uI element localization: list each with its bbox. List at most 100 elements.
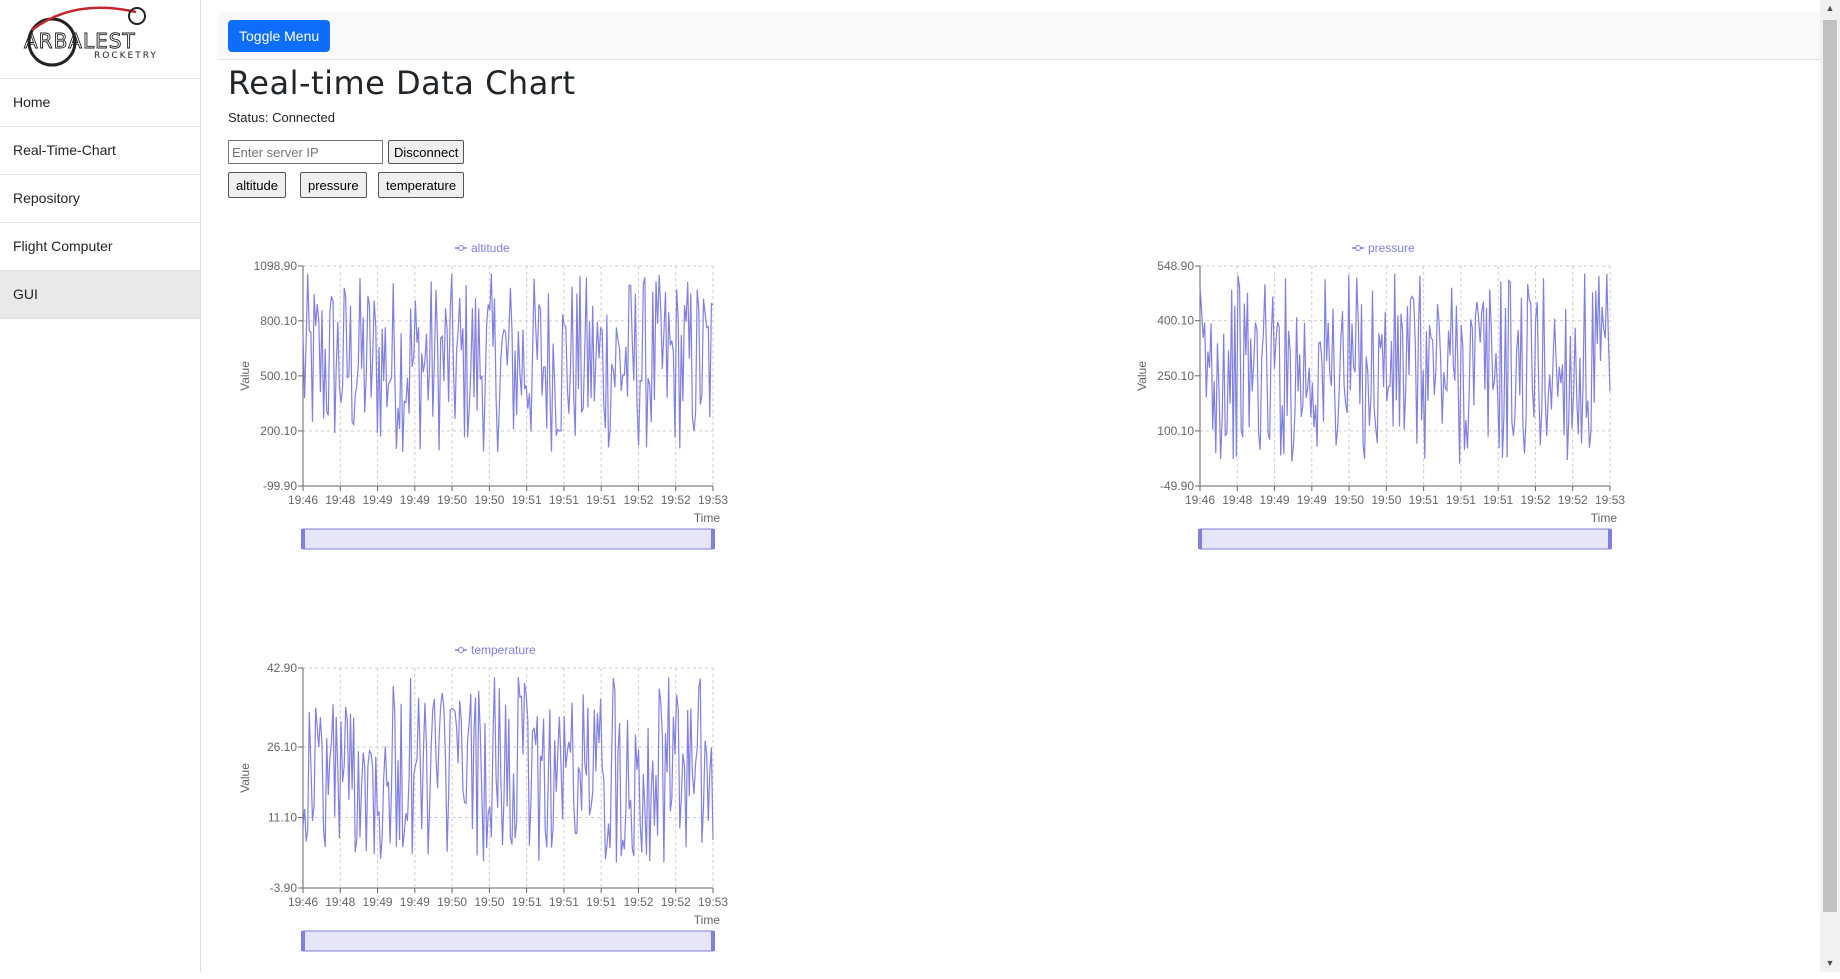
x-axis-label: Time [694,913,721,927]
brush-handle-left[interactable] [301,529,305,549]
x-tick-label: 19:51 [512,493,542,507]
brush-handle-left[interactable] [301,931,305,951]
x-tick-label: 19:50 [437,895,467,909]
y-axis-label: Value [238,763,252,793]
altitude-toggle-button[interactable]: altitude [228,172,286,198]
altitude-chart: altitude 1098.90 800.10 500.10 200.10 -99.90 1… [228,232,748,577]
top-navbar: Toggle Menu [218,12,1820,60]
x-tick-label: 19:52 [1558,493,1588,507]
x-tick-label: 19:52 [661,493,691,507]
x-tick-label: 19:52 [661,895,691,909]
svg-text:ARBALEST: ARBALEST [24,29,136,53]
x-tick-label: 19:48 [325,895,355,909]
x-tick-label: 19:49 [400,895,430,909]
altitude-chart-svg: altitude1098.90800.10500.10200.10-99.901… [238,241,728,550]
page-scrollbar[interactable]: ▲ ▼ [1820,0,1840,972]
brush-handle-right[interactable] [1608,529,1612,549]
pressure-legend[interactable]: pressure [1352,241,1415,255]
y-tick-label: -49.90 [1160,479,1194,493]
sidebar-item-label: Real-Time-Chart [13,142,116,158]
temperature-zoom-brush[interactable] [301,930,715,952]
x-tick-label: 19:52 [1520,493,1550,507]
brush-handle-right[interactable] [711,529,715,549]
y-axis-label: Value [1135,361,1149,391]
server-ip-input[interactable] [228,140,383,164]
y-tick-label: 548.90 [1157,259,1194,273]
x-tick-label: 19:51 [586,895,616,909]
x-tick-label: 19:51 [1483,493,1513,507]
y-tick-label: 26.10 [267,740,297,754]
scroll-thumb[interactable] [1823,20,1837,912]
y-axis-label: Value [238,361,252,391]
legend-marker [458,647,464,653]
sidebar-item-real-time-chart[interactable]: Real-Time-Chart [0,127,200,175]
x-tick-label: 19:51 [586,493,616,507]
sidebar-item-repository[interactable]: Repository [0,175,200,223]
brush-range[interactable] [1199,528,1611,550]
y-tick-label: 1098.90 [254,259,298,273]
y-tick-label: 100.10 [1157,424,1194,438]
logo-icon: ARBALEST ROCKETRY [24,6,158,67]
scroll-down-icon[interactable]: ▼ [1825,958,1835,968]
scroll-up-icon[interactable]: ▲ [1825,3,1835,13]
brush-handle-left[interactable] [1198,529,1202,549]
x-tick-label: 19:48 [1222,493,1252,507]
sidebar-item-label: Flight Computer [13,238,113,254]
x-tick-label: 19:53 [698,493,728,507]
pressure-zoom-brush[interactable] [1198,528,1612,550]
sidebar-item-gui[interactable]: GUI [0,271,200,319]
x-tick-label: 19:46 [288,895,318,909]
x-tick-label: 19:49 [1297,493,1327,507]
pressure-chart-svg: pressure548.90400.10250.10100.10-49.9019… [1135,241,1625,550]
x-tick-label: 19:53 [1595,493,1625,507]
altitude-legend[interactable]: altitude [455,241,510,255]
brush-handle-right[interactable] [711,931,715,951]
x-axis-label: Time [1591,511,1618,525]
brush-range[interactable] [302,930,714,952]
sidebar-item-label: Home [13,94,51,110]
legend-label: temperature [471,643,536,657]
x-tick-label: 19:52 [623,493,653,507]
temperature-toggle-button[interactable]: temperature [378,172,465,198]
pressure-series-line [1199,273,1611,464]
x-tick-label: 19:51 [512,895,542,909]
x-tick-label: 19:49 [363,493,393,507]
y-tick-label: -99.90 [263,479,297,493]
y-tick-label: 11.10 [268,810,297,824]
temperature-series-line [302,677,714,863]
connection-status: Status: Connected [228,110,335,125]
y-tick-label: 250.10 [1157,369,1194,383]
x-tick-label: 19:49 [363,895,393,909]
y-tick-label: 500.10 [260,369,297,383]
x-tick-label: 19:50 [437,493,467,507]
toggle-menu-button[interactable]: Toggle Menu [228,20,331,52]
sidebar-item-home[interactable]: Home [0,79,200,127]
pressure-toggle-button[interactable]: pressure [300,172,367,198]
altitude-zoom-brush[interactable] [301,528,715,550]
temperature-legend[interactable]: temperature [455,643,536,657]
disconnect-button[interactable]: Disconnect [388,140,465,164]
brush-range[interactable] [302,528,714,550]
y-tick-label: 800.10 [260,314,297,328]
x-tick-label: 19:50 [1334,493,1364,507]
x-tick-label: 19:46 [1185,493,1215,507]
svg-text:ROCKETRY: ROCKETRY [94,51,158,61]
y-tick-label: 42.90 [267,661,297,675]
x-tick-label: 19:50 [474,895,504,909]
sidebar-item-flight-computer[interactable]: Flight Computer [0,223,200,271]
x-tick-label: 19:51 [549,895,579,909]
page-title: Real-time Data Chart [228,64,576,102]
altitude-series-line [302,273,714,453]
x-tick-label: 19:49 [1260,493,1290,507]
x-tick-label: 19:51 [1409,493,1439,507]
legend-marker [1355,245,1361,251]
arbalest-logo[interactable]: ARBALEST ROCKETRY [0,0,200,79]
x-tick-label: 19:50 [474,493,504,507]
x-tick-label: 19:46 [288,493,318,507]
legend-label: pressure [1368,241,1415,255]
legend-label: altitude [471,241,510,255]
y-tick-label: -3.90 [270,881,298,895]
sidebar: ARBALEST ROCKETRY Home Real-Time-Chart R… [0,0,201,972]
x-tick-label: 19:50 [1371,493,1401,507]
